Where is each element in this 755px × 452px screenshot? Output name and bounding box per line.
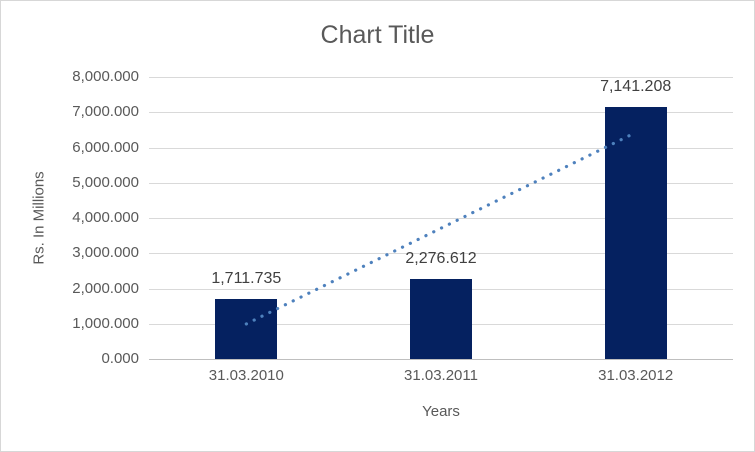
- y-axis-tick-labels: 0.000 1,000.000 2,000.000 3,000.000 4,000.00…: [1, 68, 139, 367]
- y-tick-label: 6,000.000: [72, 138, 139, 156]
- gridline: [149, 253, 733, 255]
- gridline: [149, 112, 733, 114]
- x-tick-label: 31.03.2011: [404, 367, 478, 384]
- chart-title: Chart Title: [320, 21, 435, 49]
- bar-data-label: 1,711.735: [211, 269, 282, 287]
- x-tick-label: 31.03.2010: [208, 367, 284, 384]
- gridline: [149, 77, 733, 78]
- gridline: [149, 147, 733, 149]
- gridline: [149, 218, 733, 219]
- bar-2010: [215, 298, 278, 359]
- y-tick-label: 0.000: [101, 350, 139, 367]
- x-tick-label: 31.03.2012: [598, 367, 674, 384]
- trendline: [244, 130, 638, 326]
- y-tick-label: 8,000.000: [72, 68, 139, 85]
- y-tick-label: 2,000.000: [72, 279, 139, 297]
- bar-data-label: 7,141.208: [600, 78, 672, 96]
- bar-2011: [410, 278, 472, 359]
- y-tick-label: 3,000.000: [72, 244, 139, 262]
- bar-2012: [604, 107, 667, 359]
- y-tick-label: 7,000.000: [72, 103, 139, 121]
- gridline: [149, 182, 733, 184]
- y-tick-label: 4,000.000: [72, 209, 139, 226]
- y-tick-label: 5,000.000: [72, 173, 139, 191]
- trendline-line: [244, 130, 638, 326]
- y-tick-label: 1,000.000: [72, 314, 139, 332]
- x-axis-title: Years: [422, 403, 460, 420]
- plot-area: 1,711.735 2,276.612 7,141.208: [149, 77, 733, 360]
- x-axis-tick-labels: 31.03.2010 31.03.2011 31.03.2012: [149, 367, 733, 387]
- bar-data-label: 2,276.612: [405, 249, 477, 267]
